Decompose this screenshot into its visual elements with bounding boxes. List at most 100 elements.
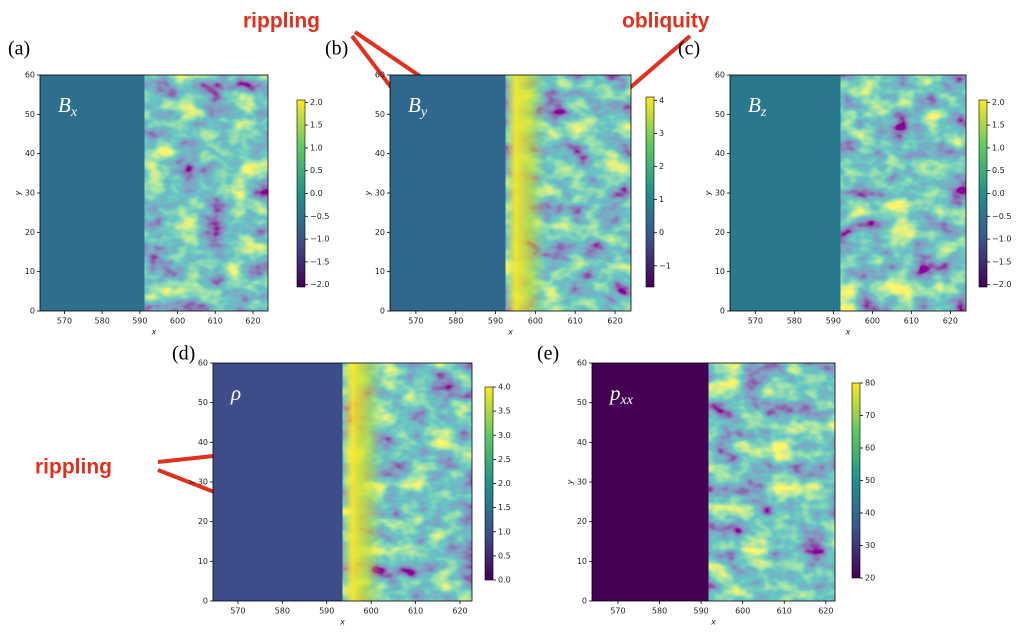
field-turbulence xyxy=(708,363,835,601)
y-tick-label: 30 xyxy=(577,478,587,487)
y-tick-label: 10 xyxy=(375,267,385,276)
colorbar-tick-label: −2.0 xyxy=(310,280,329,289)
field-turbulence xyxy=(144,75,268,311)
y-tick-label: 30 xyxy=(715,189,725,198)
annotation: rippling xyxy=(35,456,112,479)
colorbar-tick-label: 20 xyxy=(865,574,875,583)
annotation: obliquity xyxy=(622,10,710,33)
colorbar-tick-label: 40 xyxy=(865,509,875,518)
y-tick-label: 40 xyxy=(25,149,35,158)
colorbar-tick-label: 1.5 xyxy=(498,503,511,512)
shock-band xyxy=(505,75,546,311)
panel-label: (a) xyxy=(8,38,30,60)
colorbar-tick-label: 0.5 xyxy=(498,551,511,560)
colorbar-tick-label: 3.5 xyxy=(498,407,511,416)
colorbar-tick-label: 0.0 xyxy=(992,189,1005,198)
colorbar-tick-label: −1.0 xyxy=(992,235,1011,244)
colorbar xyxy=(296,99,306,288)
symbol: ρ xyxy=(230,381,241,405)
field-symbol: By xyxy=(408,93,428,120)
x-tick-label: 580 xyxy=(275,607,290,616)
y-tick-label: 20 xyxy=(198,517,208,526)
symbol: B xyxy=(748,93,761,117)
colorbar-tick-label: 2.0 xyxy=(498,479,511,488)
colorbar-tick-label: 1.5 xyxy=(992,121,1005,130)
x-axis-label: x xyxy=(339,618,345,627)
colorbar xyxy=(978,99,988,288)
x-tick-label: 600 xyxy=(364,607,379,616)
x-tick-label: 570 xyxy=(748,317,763,326)
y-tick-label: 50 xyxy=(198,398,208,407)
colorbar-tick-label: 2.0 xyxy=(310,98,323,107)
colorbar-tick-label: −2.0 xyxy=(992,280,1011,289)
x-tick-label: 600 xyxy=(865,317,880,326)
x-tick-label: 590 xyxy=(826,317,841,326)
x-tick-label: 610 xyxy=(777,607,792,616)
y-tick-label: 40 xyxy=(577,438,587,447)
y-tick-label: 60 xyxy=(198,359,208,368)
colorbar-tick-label: 2 xyxy=(659,162,664,171)
y-tick-label: 50 xyxy=(577,398,587,407)
y-tick-label: 20 xyxy=(715,228,725,237)
y-tick-label: 60 xyxy=(577,359,587,368)
x-tick-label: 580 xyxy=(787,317,802,326)
y-tick-label: 40 xyxy=(375,149,385,158)
subscript: y xyxy=(419,105,428,120)
colorbar-tick-label: 0.0 xyxy=(498,576,511,585)
x-tick-label: 570 xyxy=(57,317,72,326)
y-tick-label: 10 xyxy=(715,267,725,276)
y-axis-label: y xyxy=(566,479,575,485)
colorbar-tick-label: 1.0 xyxy=(310,143,323,152)
panel: 570 580 590 600 610 6200102030405060xy(b)By43… xyxy=(325,38,671,337)
symbol: B xyxy=(58,93,71,117)
colorbar-tick-label: 3 xyxy=(659,129,664,138)
x-axis-label: x xyxy=(151,328,157,337)
x-tick-label: 590 xyxy=(132,317,147,326)
y-tick-label: 0 xyxy=(582,597,587,606)
y-tick-label: 30 xyxy=(198,478,208,487)
colorbar-tick-label: 0 xyxy=(659,228,664,237)
colorbar-tick-label: 2.5 xyxy=(498,455,511,464)
panel: 570 580 590 600 610 620 0 10 20 30 40 50 60 x y (e) pxx 8… xyxy=(537,343,875,627)
colorbar-tick-label: −1.5 xyxy=(992,257,1011,266)
x-axis-label: x xyxy=(845,328,851,337)
x-tick-label: 580 xyxy=(652,607,667,616)
colorbar-tick-label: −1 xyxy=(659,261,671,270)
colorbar-tick-label: −1.0 xyxy=(310,235,329,244)
y-tick-label: 30 xyxy=(25,189,35,198)
y-tick-label: 10 xyxy=(25,267,35,276)
y-axis-label: y xyxy=(364,190,373,196)
subscript: z xyxy=(760,105,767,120)
y-tick-label: 0 xyxy=(380,307,385,316)
field-symbol: pxx xyxy=(608,381,634,408)
x-tick-label: 620 xyxy=(818,607,833,616)
colorbar-tick-label: 1.0 xyxy=(498,527,511,536)
y-tick-label: 0 xyxy=(720,307,725,316)
x-tick-label: 570 xyxy=(408,317,423,326)
y-tick-label: 30 xyxy=(375,189,385,198)
panel: 570 580 590 600 610 620 0 10 20 30 40 50 60 x y (c) Bz 2.… xyxy=(678,38,1011,337)
y-tick-label: 20 xyxy=(25,228,35,237)
x-axis-label: x xyxy=(710,618,716,627)
colorbar-tick-label: 1 xyxy=(659,195,664,204)
y-tick-label: 20 xyxy=(375,228,385,237)
y-axis-label: y xyxy=(187,479,196,485)
colorbar-tick-label: −0.5 xyxy=(310,212,329,221)
colorbar-tick-label: 2.0 xyxy=(992,98,1005,107)
colorbar-tick-label: 50 xyxy=(865,476,875,485)
panel: 570 580 590 600 610 620 0 10 20 30 40 50 60 x y (a) Bx 2.… xyxy=(8,38,329,337)
colorbar-tick-label: 1.0 xyxy=(992,143,1005,152)
x-tick-label: 600 xyxy=(735,607,750,616)
colorbar-tick-label: 0.5 xyxy=(992,166,1005,175)
panel-label: (c) xyxy=(678,38,700,60)
x-tick-label: 620 xyxy=(607,317,622,326)
x-tick-label: 610 xyxy=(904,317,919,326)
field-symbol: ρ xyxy=(230,381,241,405)
y-tick-label: 60 xyxy=(375,71,385,80)
shock-band xyxy=(342,363,383,601)
y-tick-label: 40 xyxy=(715,149,725,158)
colorbar xyxy=(645,96,655,288)
colorbar xyxy=(851,382,861,579)
x-tick-label: 620 xyxy=(245,317,260,326)
colorbar xyxy=(484,386,494,581)
